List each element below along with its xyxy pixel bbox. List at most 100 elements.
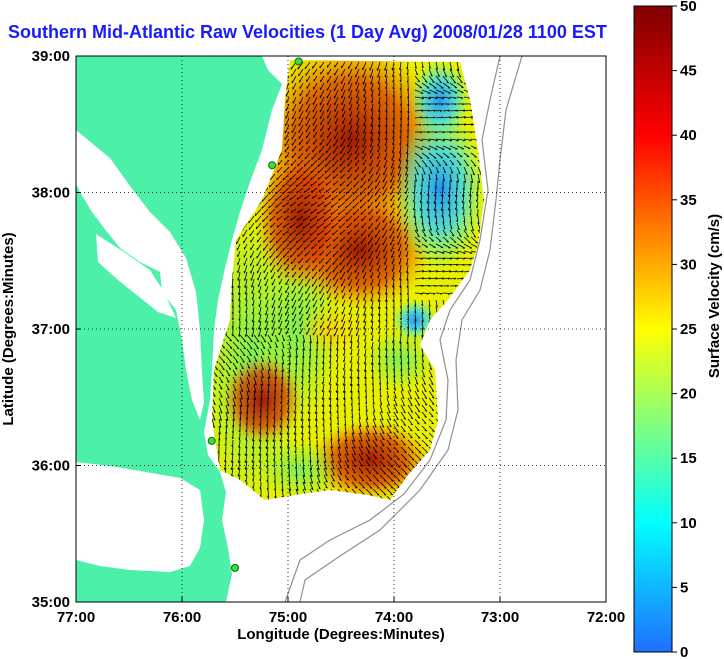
vector-arrow	[428, 404, 435, 411]
vector-arrow	[323, 481, 328, 489]
vector-arrow-head	[287, 389, 289, 392]
vector-arrow	[336, 383, 339, 393]
vector-arrow	[449, 166, 454, 174]
vector-arrow-head	[346, 478, 349, 481]
vector-arrow	[435, 159, 442, 167]
vector-arrow-head	[400, 381, 403, 384]
vector-arrow-head	[301, 438, 303, 441]
vector-arrow-head	[399, 318, 402, 321]
vector-arrow	[390, 208, 395, 216]
vector-arrow-head	[364, 383, 367, 386]
vector-arrow-head	[275, 361, 278, 364]
vector-arrow	[288, 446, 290, 454]
vector-arrow	[299, 327, 304, 335]
vector-arrow	[367, 180, 374, 189]
vector-arrow	[313, 75, 318, 82]
vector-arrow-head	[323, 445, 326, 448]
vector-arrow	[330, 215, 339, 222]
vector-arrow-head	[330, 446, 333, 449]
vector-arrow	[326, 96, 332, 106]
vector-arrow-head	[396, 431, 399, 433]
vector-arrow	[288, 474, 291, 484]
vector-arrow	[368, 243, 374, 253]
vector-arrow	[309, 453, 312, 463]
vector-arrow	[428, 362, 433, 370]
vector-arrow	[367, 236, 374, 245]
vector-arrow-head	[468, 206, 471, 209]
vector-arrow-head	[414, 311, 417, 314]
vector-arrow	[334, 61, 339, 68]
vector-arrow-head	[279, 452, 282, 455]
vector-arrow	[296, 180, 304, 188]
vector-arrow	[310, 208, 318, 215]
vector-arrow	[371, 320, 374, 329]
vector-arrow-head	[227, 388, 230, 391]
vector-arrow	[390, 187, 395, 196]
vector-arrow-head	[433, 109, 436, 112]
vector-arrow-head	[258, 466, 261, 469]
vector-arrow-head	[404, 451, 407, 454]
vector-arrow-head	[229, 339, 232, 342]
vector-arrow	[288, 355, 291, 365]
vector-arrow	[312, 257, 318, 264]
vector-arrow-head	[420, 293, 423, 295]
vector-arrow-head	[315, 436, 318, 440]
vector-arrow	[312, 278, 318, 287]
vector-arrow-head	[230, 460, 233, 463]
vector-arrow	[356, 110, 360, 118]
vector-arrow-head	[385, 332, 387, 335]
vector-arrow	[232, 390, 237, 400]
vector-arrow-head	[436, 227, 439, 231]
vector-arrow-head	[240, 404, 243, 408]
vector-arrow-head	[252, 416, 255, 420]
vector-arrow-head	[289, 197, 291, 201]
vector-arrow	[316, 215, 325, 222]
vector-arrow-head	[422, 375, 426, 378]
vector-arrow-head	[363, 306, 365, 309]
vector-arrow	[273, 432, 276, 442]
vector-arrow	[315, 397, 318, 407]
vector-arrow	[263, 236, 269, 243]
vector-arrow-head	[329, 354, 331, 358]
vector-arrow	[386, 446, 392, 453]
vector-arrow	[317, 236, 325, 243]
vector-arrow-head	[272, 432, 275, 435]
vector-arrow	[383, 166, 388, 176]
vector-arrow-head	[331, 453, 334, 456]
vector-arrow-head	[398, 473, 401, 475]
vector-arrow-head	[343, 404, 346, 407]
vector-arrow	[313, 89, 318, 98]
vector-arrow	[304, 250, 311, 257]
vector-arrow-head	[289, 347, 292, 350]
vector-arrow-head	[370, 346, 373, 350]
vector-arrow-head	[318, 196, 320, 200]
vector-arrow	[358, 439, 364, 449]
vector-arrow	[327, 75, 332, 83]
vector-arrow	[273, 411, 276, 420]
vector-arrow-head	[409, 389, 412, 392]
vector-arrow	[386, 390, 390, 398]
vector-arrow-head	[427, 185, 430, 189]
vector-arrow	[390, 194, 395, 202]
vector-arrow	[355, 61, 360, 70]
vector-arrow-head	[363, 333, 365, 336]
vector-arrow	[332, 187, 339, 194]
vector-arrow-head	[384, 74, 386, 78]
vector-arrow-head	[441, 277, 444, 280]
vector-arrow-head	[367, 439, 371, 442]
vector-arrow	[462, 187, 465, 197]
vector-arrow-head	[231, 317, 234, 321]
vector-arrow-head	[428, 304, 431, 307]
vector-arrow	[386, 404, 391, 414]
vector-arrow	[463, 138, 472, 141]
vector-arrow	[363, 124, 367, 134]
vector-arrow	[275, 201, 283, 208]
vector-arrow	[421, 292, 430, 294]
vector-arrow	[333, 327, 339, 337]
vector-arrow-head	[238, 430, 241, 433]
vector-arrow-head	[314, 389, 317, 392]
vector-arrow-head	[440, 208, 443, 211]
vector-arrow	[325, 180, 332, 186]
vector-arrow	[365, 460, 371, 467]
vector-arrow-head	[283, 217, 286, 221]
